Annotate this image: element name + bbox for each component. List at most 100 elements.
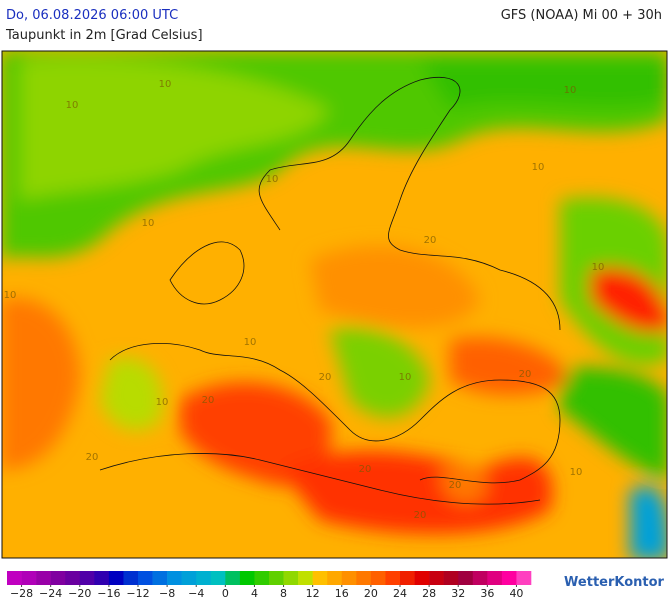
scale-tick-label: 28 bbox=[422, 587, 436, 600]
red-west-med bbox=[180, 382, 332, 486]
contour-label: 20 bbox=[86, 452, 99, 463]
scale-tick-label: −20 bbox=[68, 587, 91, 600]
contour-label: 10 bbox=[266, 174, 279, 185]
green-iberia bbox=[100, 358, 163, 431]
scale-tick-label: 4 bbox=[251, 587, 258, 600]
contour-label: 20 bbox=[202, 395, 215, 406]
scale-tick-label: 36 bbox=[480, 587, 494, 600]
contour-label: 10 bbox=[564, 85, 577, 96]
parameter-label: Taupunkt in 2m [Grad Celsius] bbox=[5, 28, 203, 43]
contour-label: 10 bbox=[532, 162, 545, 173]
scale-tick-label: 8 bbox=[280, 587, 287, 600]
field bbox=[2, 51, 667, 558]
orange-aegean bbox=[440, 467, 488, 504]
scale-cell bbox=[414, 571, 430, 585]
scale-cell bbox=[327, 571, 343, 585]
scale-cell bbox=[21, 571, 37, 585]
scale-cell bbox=[341, 571, 357, 585]
scale-cell bbox=[298, 571, 313, 585]
contour-label: 10 bbox=[4, 290, 17, 301]
scale-tick-label: 24 bbox=[393, 587, 407, 600]
contour-label: 20 bbox=[449, 480, 462, 491]
model-label: GFS (NOAA) Mi 00 + 30h bbox=[501, 8, 662, 23]
scale-tick-label: −16 bbox=[97, 587, 120, 600]
scale-cell bbox=[312, 571, 328, 585]
map: 10 10 10 10 10 10 10 10 10 20 20 20 20 20 20 10 20 10 10 20 bbox=[2, 51, 667, 558]
contour-label: 20 bbox=[414, 510, 427, 521]
scale-tick-label: 16 bbox=[335, 587, 349, 600]
contour-label: 20 bbox=[519, 369, 532, 380]
coastline-britain bbox=[169, 241, 245, 305]
scale-tick-label: −28 bbox=[10, 587, 33, 600]
scale-cell bbox=[472, 571, 488, 585]
scale-cell bbox=[79, 571, 95, 585]
orange-central bbox=[310, 245, 480, 328]
scale-cell bbox=[487, 571, 503, 585]
contour-label: 10 bbox=[66, 100, 79, 111]
orange-atlantic bbox=[2, 298, 80, 470]
contour-label: 20 bbox=[424, 235, 437, 246]
green-russia bbox=[420, 60, 667, 110]
scale-tick-label: −12 bbox=[126, 587, 149, 600]
coastline-africa bbox=[99, 453, 541, 505]
scale-cell bbox=[370, 571, 386, 585]
contour-label: 10 bbox=[592, 262, 605, 273]
scale-cell bbox=[152, 571, 168, 585]
scale-cell bbox=[429, 571, 444, 585]
scale-cell bbox=[210, 571, 226, 585]
scale-cell bbox=[225, 571, 241, 585]
green-turkey bbox=[560, 367, 667, 480]
scale-cell bbox=[516, 571, 532, 585]
scale-tick-label: 0 bbox=[222, 587, 229, 600]
scale-cell bbox=[94, 571, 110, 585]
scale-cell bbox=[138, 571, 153, 585]
scale-cell bbox=[50, 571, 66, 585]
scale-cell bbox=[356, 571, 372, 585]
scale-cell bbox=[269, 571, 284, 585]
scale-tick-label: 12 bbox=[306, 587, 320, 600]
scale-cell bbox=[458, 571, 474, 585]
contour-label: 20 bbox=[319, 372, 332, 383]
date-label: Do, 06.08.2026 06:00 UTC bbox=[6, 8, 178, 23]
scale-cell bbox=[65, 571, 81, 585]
orange-blacksea bbox=[450, 337, 570, 395]
scale-cell bbox=[239, 571, 255, 585]
scale-tick-label: −8 bbox=[159, 587, 175, 600]
coastline-south bbox=[109, 343, 561, 484]
blue-arabia bbox=[630, 486, 667, 558]
map-frame bbox=[1, 50, 668, 559]
scale-cell bbox=[123, 571, 139, 585]
coastline-north bbox=[258, 76, 561, 331]
red-central-med bbox=[280, 451, 553, 534]
scale-tick-label: −24 bbox=[39, 587, 62, 600]
scale-cell bbox=[181, 571, 197, 585]
scale-cell bbox=[254, 571, 270, 585]
scale-cell bbox=[501, 571, 517, 585]
scale-cell bbox=[108, 571, 124, 585]
scale-tick-label: 40 bbox=[509, 587, 523, 600]
green-atlantic bbox=[20, 57, 330, 200]
scale-cell bbox=[7, 571, 22, 585]
scale-cell bbox=[283, 571, 299, 585]
scale-cell bbox=[196, 571, 212, 585]
scale-cell bbox=[385, 571, 401, 585]
scale-cell bbox=[167, 571, 182, 585]
contour-label: 10 bbox=[142, 218, 155, 229]
scale-cell bbox=[36, 571, 51, 585]
scale-tick-label: −4 bbox=[188, 587, 204, 600]
scale-tick-label: 32 bbox=[451, 587, 465, 600]
contour-label: 10 bbox=[159, 79, 172, 90]
logo: WetterKontor bbox=[564, 575, 665, 590]
scale-cell bbox=[400, 571, 415, 585]
scale-tick-label: 20 bbox=[364, 587, 378, 600]
contour-label: 10 bbox=[244, 337, 257, 348]
red-caspian bbox=[590, 267, 667, 333]
scale-cell bbox=[443, 571, 459, 585]
contour-label: 20 bbox=[359, 464, 372, 475]
contour-label: 10 bbox=[570, 467, 583, 478]
green-balkans bbox=[330, 327, 430, 418]
contour-label: 10 bbox=[156, 397, 169, 408]
